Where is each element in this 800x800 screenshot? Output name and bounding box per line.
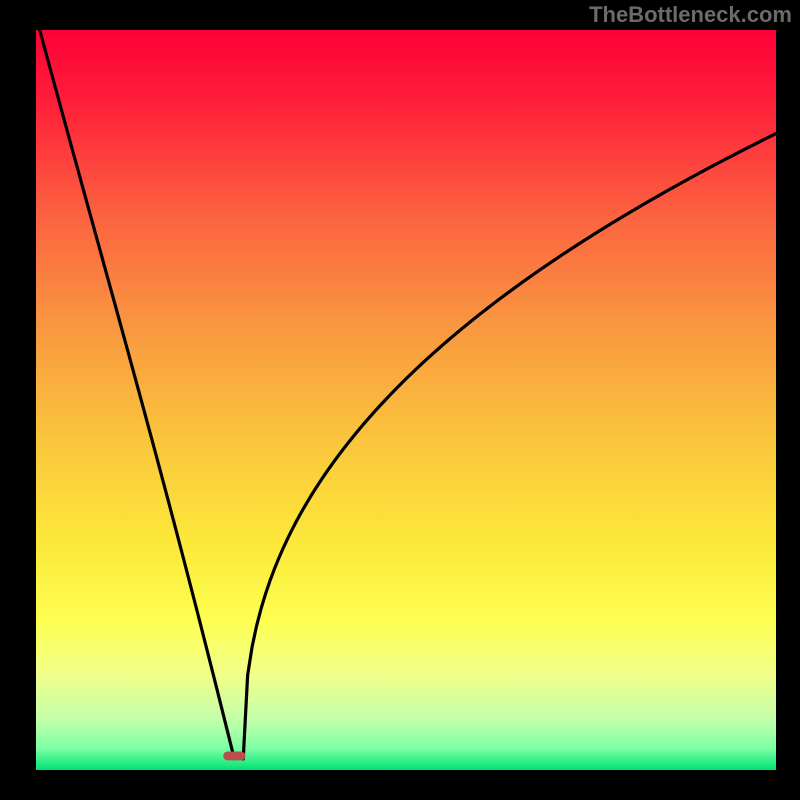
plot-area	[36, 30, 776, 770]
chart-svg	[0, 0, 800, 800]
notch-marker	[223, 752, 245, 761]
watermark-text: TheBottleneck.com	[589, 2, 792, 28]
gradient-background	[36, 30, 776, 770]
chart-root: TheBottleneck.com	[0, 0, 800, 800]
